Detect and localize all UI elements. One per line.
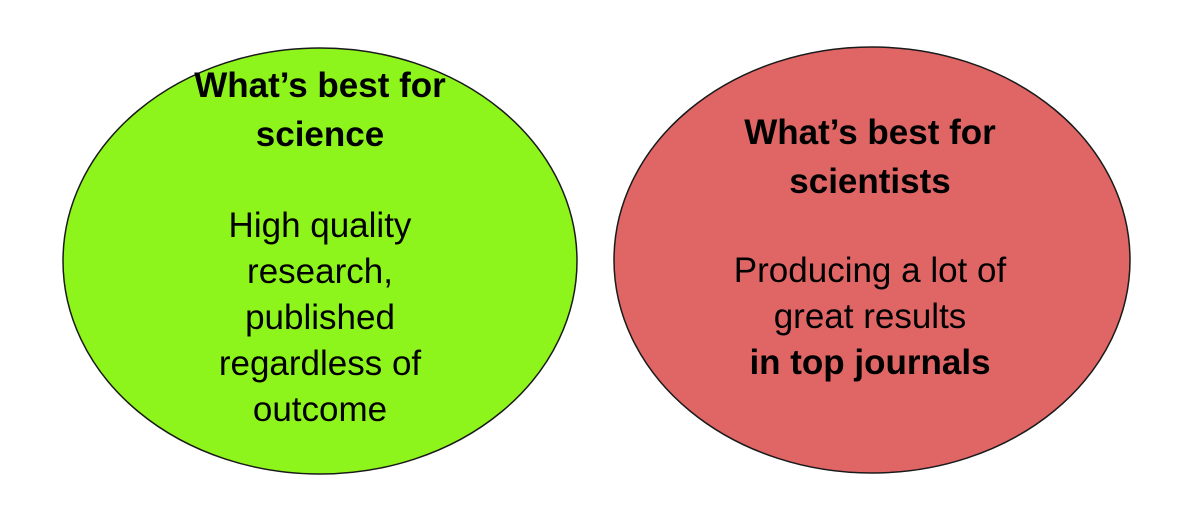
left-body-line-2: research,: [247, 252, 393, 291]
right-circle: [613, 46, 1131, 474]
right-circle-body: Producing a lot of great results in top …: [700, 248, 1040, 386]
left-heading-line-1: What’s best for: [194, 66, 446, 105]
right-body-line-2: great results: [773, 297, 967, 336]
left-circle: [62, 47, 578, 475]
left-body-line-3: published: [245, 298, 395, 337]
right-body-bold-line: in top journals: [749, 343, 991, 382]
left-circle-heading: What’s best for science: [150, 61, 490, 159]
right-circle-heading: What’s best for scientists: [700, 108, 1040, 206]
right-heading-line-1: What’s best for: [744, 113, 996, 152]
left-body-line-5: outcome: [252, 390, 388, 429]
left-body-line-4: regardless of: [218, 344, 422, 383]
right-body-line-1: Producing a lot of: [733, 251, 1007, 290]
left-circle-body: High quality research, published regardl…: [150, 203, 490, 433]
left-heading-line-2: science: [255, 115, 385, 154]
right-heading-line-2: scientists: [789, 162, 951, 201]
left-body-line-1: High quality: [228, 206, 412, 245]
